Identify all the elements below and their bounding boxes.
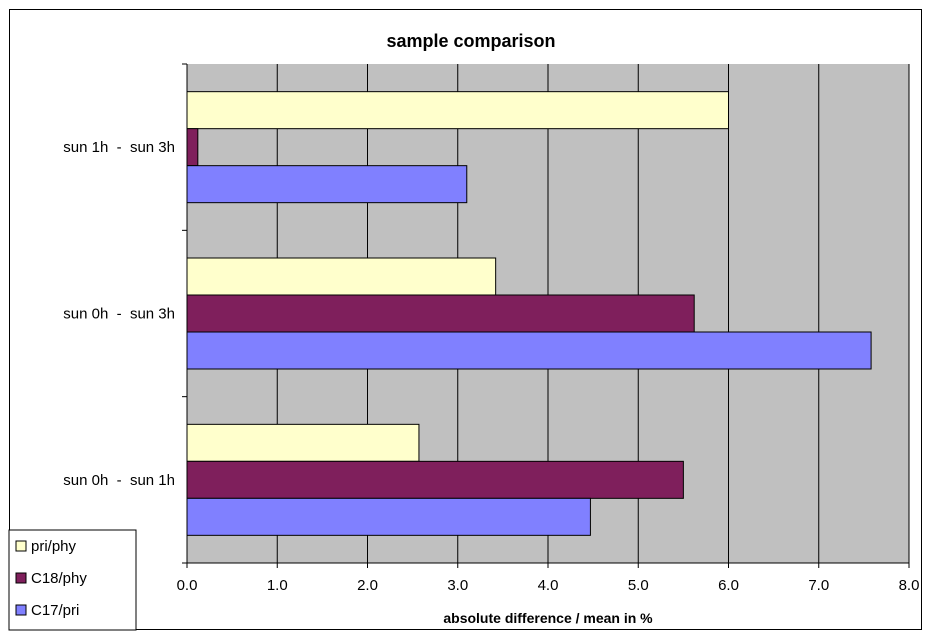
x-tick-label: 5.0 [628,577,649,594]
bar-c18-phy-3 [186,460,684,499]
legend-swatch [15,540,27,552]
bars [186,91,872,536]
category-label: sun 0h - sun 3h [63,306,175,323]
x-tick-label: 6.0 [718,577,739,594]
x-axis-label: absolute difference / mean in % [443,610,653,626]
x-tick-label: 0.0 [177,577,198,594]
legend-box [8,529,137,631]
legend-swatch [15,604,27,616]
category-label: sun 0h - sun 1h [63,472,175,489]
legend: pri/phy C18/phy C17/pri [8,529,137,631]
category-labels: sun 1h - sun 3h sun 0h - sun 3h sun 0h - s… [63,139,175,489]
bar-c17-pri-3 [186,497,591,536]
chart-title: sample comparison [386,31,555,51]
x-tick-label: 2.0 [357,577,378,594]
x-tick-labels: 0.0 1.0 2.0 3.0 4.0 5.0 6.0 7.0 8.0 [177,577,920,594]
x-tick-label: 4.0 [538,577,559,594]
bar-c18-phy-2 [186,294,695,333]
bar-pri-phy-3 [186,423,420,462]
bar-c17-pri-2 [186,331,872,370]
bar-pri-phy-1 [186,91,729,130]
bar-c17-pri-1 [186,165,468,204]
bar-pri-phy-2 [186,257,497,296]
legend-swatch [15,572,27,584]
x-tick-label: 8.0 [899,577,920,594]
legend-label: pri/phy [31,538,77,555]
legend-label: C17/pri [31,602,79,619]
x-tick-label: 1.0 [267,577,288,594]
x-tick-label: 3.0 [447,577,468,594]
legend-label: C18/phy [31,570,87,587]
x-tick-label: 7.0 [808,577,829,594]
category-label: sun 1h - sun 3h [63,139,175,156]
axes [182,63,910,568]
bar-c18-phy-1 [186,128,199,167]
